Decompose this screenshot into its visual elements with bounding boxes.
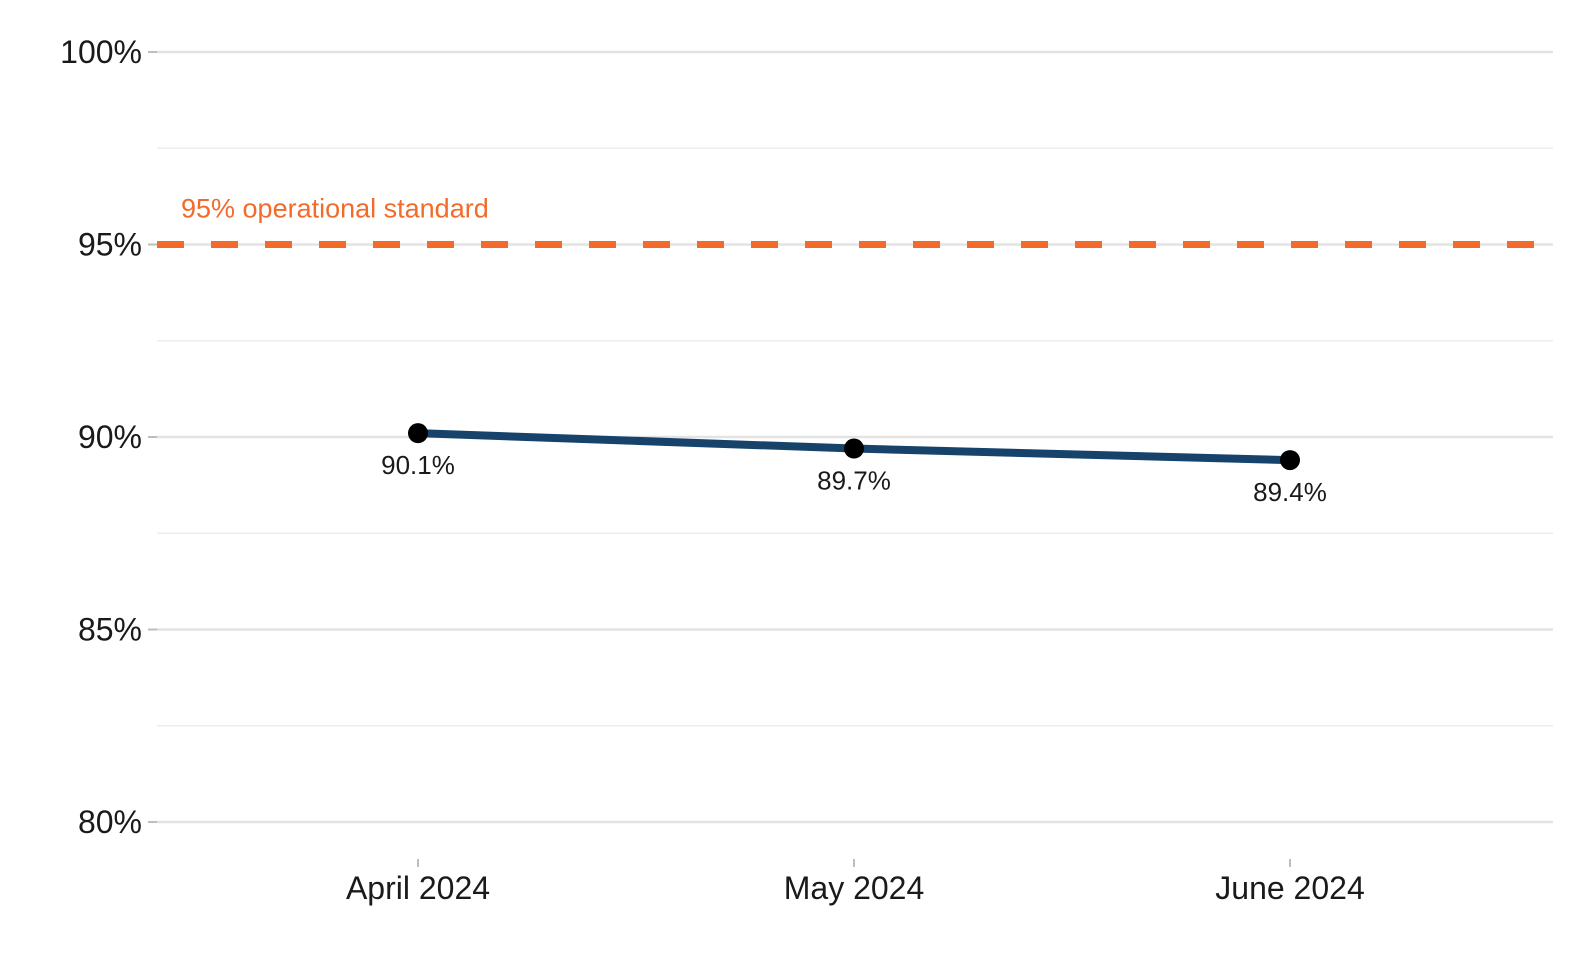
y-axis: 80% 85% 90% 95% 100% [60,34,157,840]
reference-line-group: 95% operational standard [157,194,1553,248]
y-tick-label: 95% [78,227,142,263]
y-tick-label: 85% [78,612,142,648]
x-tick-label: May 2024 [784,870,925,906]
y-tick-label: 80% [78,804,142,840]
x-tick-label: April 2024 [346,870,490,906]
grid-lines [157,50,1553,824]
data-label: 89.4% [1253,477,1327,507]
series-group: 90.1% 89.7% 89.4% [381,423,1327,507]
reference-line-label: 95% operational standard [181,194,489,224]
x-tick-label: June 2024 [1215,870,1364,906]
data-point [408,423,428,444]
data-label: 89.7% [817,466,891,496]
data-point [844,438,864,459]
x-axis: April 2024 May 2024 June 2024 [346,859,1365,906]
data-point [1280,450,1300,471]
y-tick-label: 100% [60,34,142,70]
y-tick-label: 90% [78,419,142,455]
data-label: 90.1% [381,450,455,480]
